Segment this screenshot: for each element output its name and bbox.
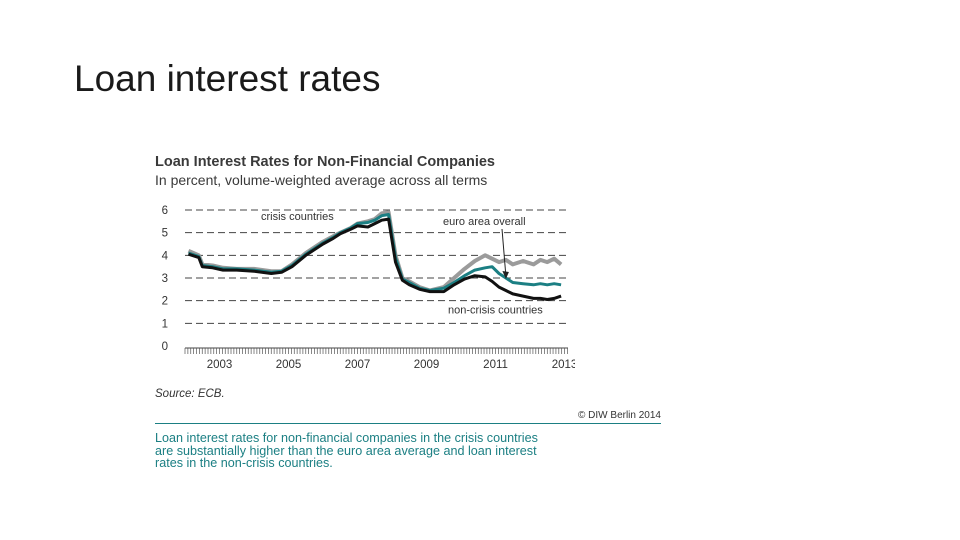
caption-line: are substantially higher than the euro a…: [155, 443, 537, 458]
caption-line: rates in the non-crisis countries.: [155, 456, 333, 470]
figure-caption: Loan interest rates for non-financial co…: [155, 432, 665, 470]
annotation-label: euro area overall: [443, 216, 526, 228]
line-chart: 0 1 2 3 4 5 6 2003 2005 2007 2009 2011 2013 crisis …: [162, 205, 575, 371]
x-tick-label: 2003: [207, 359, 233, 371]
annotations: crisis countries euro area overall non-cri…: [261, 211, 543, 317]
x-axis: 2003 2005 2007 2009 2011 2013: [184, 347, 575, 371]
chart-subtitle: In percent, volume-weighted average acro…: [155, 172, 488, 188]
annotation-label: non-crisis countries: [448, 305, 543, 317]
x-tick-label: 2011: [483, 359, 508, 371]
x-tick-label: 2007: [345, 359, 371, 371]
caption-divider: [155, 423, 661, 424]
chart-title: Loan Interest Rates for Non-Financial Co…: [155, 154, 495, 170]
annotation-label: crisis countries: [261, 211, 334, 223]
series-line: [188, 217, 562, 301]
y-tick-label: 4: [162, 250, 169, 262]
y-tick-label: 0: [162, 341, 168, 353]
y-tick-labels: 0 1 2 3 4 5 6: [162, 205, 169, 353]
source-note: Source: ECB.: [155, 388, 225, 400]
y-tick-label: 2: [162, 296, 168, 308]
y-tick-label: 6: [162, 205, 168, 217]
caption-line: Loan interest rates for non-financial co…: [155, 431, 538, 445]
y-tick-label: 3: [162, 273, 168, 285]
y-tick-label: 1: [162, 318, 168, 330]
x-tick-label: 2013: [552, 359, 575, 371]
annotation-arrow: [501, 228, 507, 277]
slide-title: Loan interest rates: [74, 58, 381, 99]
series-lines: [187, 210, 563, 301]
copyright-note: © DIW Berlin 2014: [578, 410, 661, 421]
arrow-head: [502, 271, 509, 279]
y-tick-label: 5: [162, 228, 168, 240]
x-tick-label: 2009: [414, 359, 440, 371]
x-tick-label: 2005: [276, 359, 302, 371]
